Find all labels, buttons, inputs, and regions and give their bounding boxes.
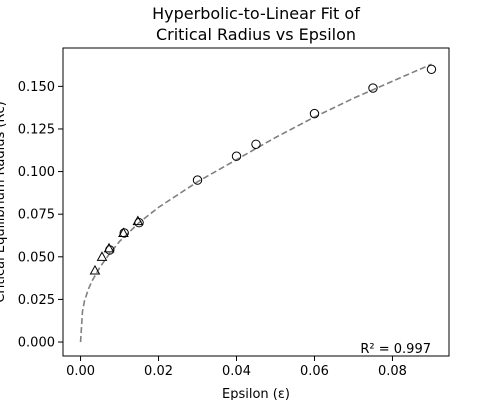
y-tick-label: 0.100 (18, 165, 55, 180)
y-tick-label: 0.075 (18, 208, 55, 223)
triangle-point (96, 251, 108, 261)
y-tick-label: 0.050 (18, 250, 55, 265)
circle-point (192, 175, 203, 185)
circle-point (426, 64, 437, 75)
plot-area (62, 47, 450, 357)
y-axis: 0.000 0.025 0.050 0.075 0.100 0.125 0.150 (18, 80, 63, 351)
x-tick-label: 0.00 (66, 364, 95, 379)
triangle-point (103, 242, 115, 253)
y-tick-label: 0.150 (18, 80, 55, 95)
chart-title-line2: Critical Radius vs Epsilon (156, 25, 356, 44)
circle-point (105, 245, 115, 255)
triangle-point (118, 227, 129, 238)
circle-point (251, 139, 261, 150)
circle-point (134, 218, 144, 228)
circle-point (368, 83, 378, 93)
triangle-point (89, 264, 101, 275)
y-axis-label: Critical Equilibrium Radius (Rc) (0, 101, 8, 302)
r-squared-annotation: R² = 0.997 (360, 342, 431, 357)
y-tick-label: 0.125 (18, 122, 55, 137)
circle-point (309, 108, 320, 119)
x-tick-label: 0.08 (378, 364, 407, 379)
x-axis: 0.00 0.02 0.04 0.06 0.08 (66, 356, 407, 379)
plot-marks (79, 63, 437, 343)
y-tick-label: 0.025 (18, 293, 55, 308)
x-tick-label: 0.02 (144, 364, 173, 379)
x-tick-label: 0.04 (222, 364, 251, 379)
x-axis-label: Epsilon (ε) (222, 387, 290, 400)
circle-point (119, 228, 129, 238)
chart-title-line1: Hyperbolic-to-Linear Fit of (152, 4, 360, 23)
x-tick-label: 0.06 (300, 364, 329, 379)
y-tick-label: 0.000 (18, 336, 55, 351)
fit-curve (79, 63, 432, 343)
circle-point (231, 151, 242, 161)
